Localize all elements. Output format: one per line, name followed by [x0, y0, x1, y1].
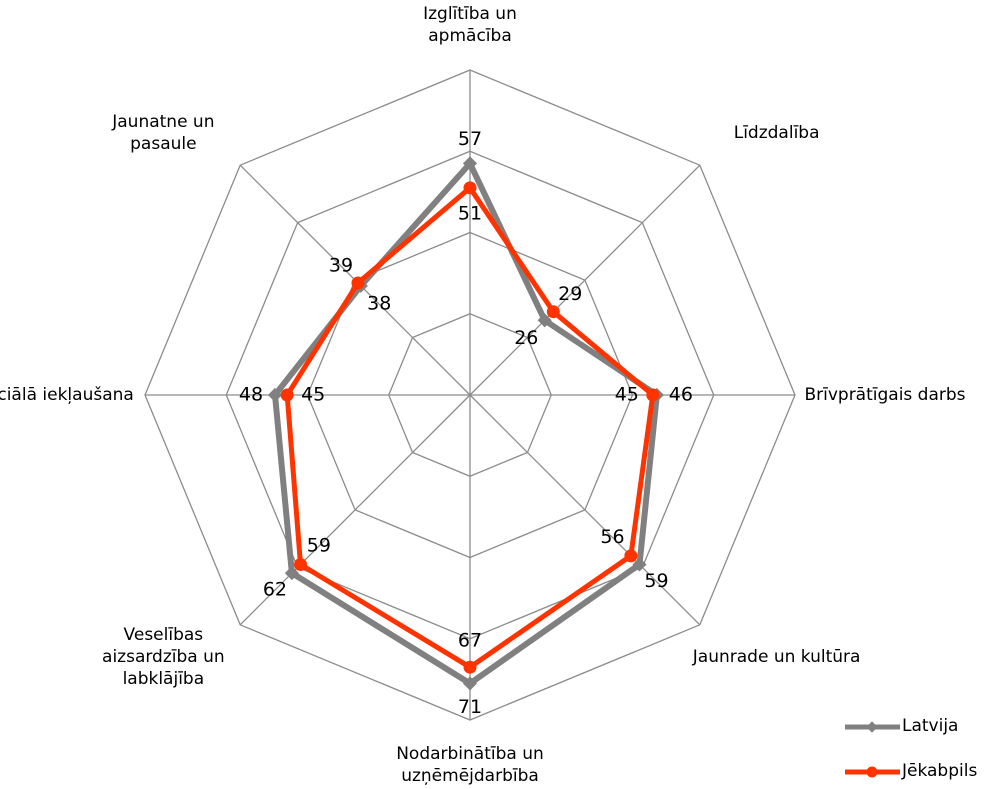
marker	[546, 305, 560, 319]
category-label: Veselības aizsardzība un labklājība	[102, 624, 225, 689]
value-label: 67	[458, 630, 482, 652]
value-label: 59	[644, 570, 668, 592]
marker	[462, 156, 478, 171]
category-label: Jaunrade un kultūra	[692, 646, 861, 667]
marker	[632, 557, 647, 572]
marker	[537, 313, 552, 328]
category-label: Līdzdalība	[733, 123, 820, 144]
category-label: Brīvprātīgais darbs	[804, 385, 966, 405]
category-label: Nodarbinātība un uzņēmējdarbība	[396, 744, 544, 786]
value-label: 38	[367, 293, 391, 315]
value-label: 29	[558, 283, 582, 305]
value-label: 26	[514, 327, 538, 349]
marker	[280, 388, 294, 402]
spoke	[469, 164, 701, 396]
series-line	[272, 160, 660, 687]
value-label: 39	[329, 254, 353, 276]
marker	[267, 387, 283, 403]
category-label: Izglītība un apmācība	[423, 4, 517, 46]
legend-marker	[866, 721, 878, 733]
value-label: 45	[615, 384, 639, 406]
marker	[462, 676, 478, 691]
category-label: Jaunatne un pasaule	[112, 112, 215, 155]
value-label: 51	[458, 202, 482, 224]
spoke	[239, 394, 471, 626]
legend-label: Jēkabpils	[902, 761, 978, 781]
marker	[646, 388, 660, 402]
marker	[463, 660, 477, 674]
marker	[284, 566, 299, 581]
value-label: 71	[458, 696, 482, 718]
value-label: 46	[669, 384, 693, 406]
value-label: 56	[600, 526, 624, 548]
value-label: 57	[458, 128, 482, 150]
marker	[294, 557, 308, 571]
value-label: 45	[301, 384, 325, 406]
marker	[463, 181, 477, 195]
value-label: 59	[307, 535, 331, 557]
spoke	[469, 394, 701, 626]
category-label: Sociālā iekļaušana	[0, 385, 134, 405]
value-label: 62	[263, 579, 287, 601]
value-label: 48	[239, 384, 263, 406]
marker	[351, 276, 365, 290]
marker	[624, 549, 638, 563]
legend-marker	[866, 766, 878, 778]
legend-label: Latvija	[902, 716, 959, 736]
